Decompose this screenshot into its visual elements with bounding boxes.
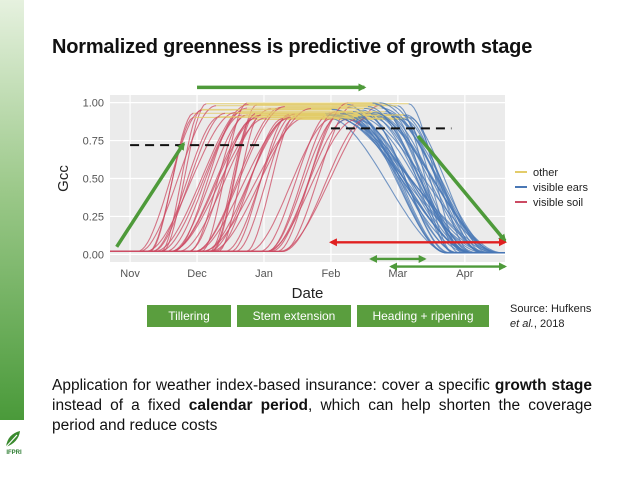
slide-side-bar [0,0,24,420]
stage-tillering: Tillering [147,305,231,327]
body-bold-calendar-period: calendar period [188,397,309,414]
stage-heading-ripening: Heading + ripening [357,305,489,327]
y-tick-label: 0.50 [83,174,104,186]
y-axis-label: Gcc [55,165,72,192]
x-axis-label: Date [292,285,324,302]
legend: other visible ears visible soil [515,167,589,209]
gcc-curve-visible-ears [379,102,505,254]
logo-text: IFPRI [6,450,22,456]
x-tick-label: Apr [456,268,473,280]
y-tick-label: 0.00 [83,249,104,261]
body-bold-growth-stage: growth stage [494,377,592,394]
body-text-part: Application for weather index-based insu… [52,377,495,394]
slide-title: Normalized greenness is predictive of gr… [52,36,533,58]
threshold-lines [130,127,452,147]
x-tick-label: Mar [388,268,407,280]
axis-ticks: 0.00 0.25 0.50 0.75 1.00 Nov Dec Jan Feb Mar Apr [83,98,474,280]
x-tick-label: Nov [120,268,140,280]
ifpri-logo: IFPRI [2,428,24,468]
body-text: Application for weather index-based insu… [52,376,592,436]
gcc-curve-visible-ears [372,111,505,254]
x-tick-label: Feb [321,268,340,280]
source-author: et al. [510,318,534,330]
gcc-curves [110,102,505,254]
body-text-part: , which can help shorten the coverage pe… [52,397,592,434]
x-tick-label: Jan [255,268,273,280]
stage-stem-extension: Stem extension [237,305,351,327]
leaf-icon [5,431,20,448]
legend-label-visible-ears: visible ears [533,182,589,194]
gcc-curve-visible-ears [385,111,505,254]
source-citation: Source: Hufkens et al., 2018 [510,302,591,332]
legend-label-visible-soil: visible soil [533,197,583,209]
y-tick-label: 0.25 [83,211,104,223]
annotation-arrows [115,83,507,271]
y-tick-label: 0.75 [83,136,104,148]
x-tick-label: Dec [187,268,207,280]
y-tick-label: 1.00 [83,98,104,110]
gcc-curve-visible-soil [110,116,220,252]
source-year: , 2018 [533,318,565,330]
arrow-green [115,141,186,248]
source-prefix: Source: Hufkens [510,303,592,315]
arrow-green [416,134,507,243]
body-text-part: instead of a fixed [52,397,189,414]
legend-label-other: other [533,167,558,179]
